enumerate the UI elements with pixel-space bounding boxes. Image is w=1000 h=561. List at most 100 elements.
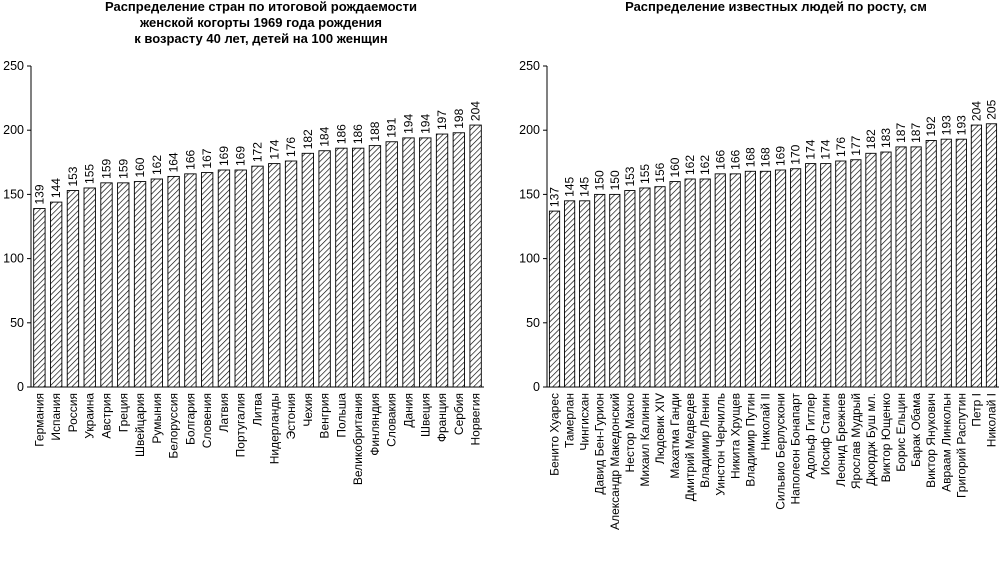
y-tick-label: 50 xyxy=(10,316,24,330)
category-label: Польша xyxy=(334,393,348,438)
category-label: Болгария xyxy=(183,393,197,445)
bar-value-label: 169 xyxy=(234,146,248,166)
category-label: Норвегия xyxy=(469,393,483,446)
bar xyxy=(50,201,63,388)
bar-value-label: 193 xyxy=(954,115,968,135)
category-label: Финляндия xyxy=(368,393,382,456)
category-label: Бенито Хуарес xyxy=(548,393,562,476)
bar-value-label: 194 xyxy=(418,114,432,134)
bar-value-label: 167 xyxy=(200,148,214,168)
y-tick-label: 200 xyxy=(3,123,24,137)
category-label: Нестор Махно xyxy=(623,393,637,473)
category-label: Чингисхан xyxy=(578,393,592,451)
bar xyxy=(419,137,432,388)
category-label: Махатма Ганди xyxy=(668,393,682,479)
category-label: Литва xyxy=(251,393,265,426)
y-tick-label: 0 xyxy=(533,380,540,394)
category-label: Дания xyxy=(402,393,416,428)
bar xyxy=(234,169,247,388)
y-tick-label: 250 xyxy=(519,59,540,73)
bar xyxy=(301,152,314,388)
category-label: Румыния xyxy=(150,393,164,444)
category-label: Латвия xyxy=(217,393,231,432)
bar xyxy=(729,173,741,388)
bar-value-label: 160 xyxy=(133,157,147,177)
bar-value-label: 166 xyxy=(183,150,197,170)
bar xyxy=(835,160,847,388)
bar xyxy=(654,186,666,388)
bar-value-label: 188 xyxy=(368,121,382,141)
category-label: Виктор Ющенко xyxy=(879,393,893,483)
category-label: Владимир Ленин xyxy=(698,393,712,488)
category-label: Людовик XIV xyxy=(653,393,667,464)
bar xyxy=(150,178,163,388)
category-label: Белоруссия xyxy=(167,393,181,459)
bar xyxy=(820,163,832,388)
category-label: Виктор Янукович xyxy=(924,393,938,488)
bar-value-label: 172 xyxy=(251,142,265,162)
bar-value-label: 168 xyxy=(758,147,772,167)
bar-value-label: 191 xyxy=(385,117,399,137)
bar xyxy=(744,170,756,388)
category-label: Тамерлан xyxy=(563,393,577,448)
bar xyxy=(865,152,877,388)
bar-value-label: 205 xyxy=(984,99,998,119)
bar xyxy=(201,172,214,388)
bar xyxy=(579,200,591,388)
bar-value-label: 159 xyxy=(116,158,130,178)
bar xyxy=(268,163,281,388)
bar-value-label: 169 xyxy=(217,146,231,166)
bar-value-label: 139 xyxy=(32,184,46,204)
bar-value-label: 168 xyxy=(743,147,757,167)
chart-heights: Распределение известных людей по росту, … xyxy=(519,0,999,530)
category-label: Великобритания xyxy=(351,393,365,485)
category-label: Сербия xyxy=(452,393,466,435)
bar-value-label: 183 xyxy=(879,128,893,148)
bar-value-label: 166 xyxy=(728,150,742,170)
bar-value-label: 164 xyxy=(167,152,181,172)
bar-value-label: 187 xyxy=(909,123,923,143)
category-label: Наполеон Бонапарт xyxy=(789,393,803,505)
bar-value-label: 145 xyxy=(578,176,592,196)
bar xyxy=(790,168,802,388)
category-label: Никита Хрущев xyxy=(728,393,742,479)
category-label: Эстония xyxy=(284,393,298,440)
bar xyxy=(133,181,147,388)
bar-value-label: 174 xyxy=(804,139,818,159)
y-tick-label: 200 xyxy=(519,123,540,137)
category-label: Михаил Калинин xyxy=(638,393,652,487)
category-label: Венгрия xyxy=(318,393,332,439)
category-label: Сильвио Берлускони xyxy=(774,393,788,510)
bar xyxy=(669,181,681,388)
category-label: Германия xyxy=(32,393,46,447)
bar-value-label: 176 xyxy=(284,137,298,157)
bar-value-label: 177 xyxy=(849,135,863,155)
bar xyxy=(83,187,96,388)
category-label: Петр I xyxy=(969,393,983,427)
bar xyxy=(985,123,998,388)
category-label: Джордж Буш мл. xyxy=(864,393,878,486)
bar-value-label: 162 xyxy=(698,155,712,175)
bar xyxy=(639,187,651,388)
category-label: Испания xyxy=(49,393,63,441)
bar xyxy=(564,200,576,388)
bar xyxy=(452,132,465,388)
bar xyxy=(910,146,922,388)
bar xyxy=(955,138,967,388)
category-label: Ярослав Мудрый xyxy=(849,393,863,489)
y-tick-label: 100 xyxy=(519,252,540,266)
category-label: Франция xyxy=(435,393,449,442)
bar xyxy=(699,178,711,388)
bar-value-label: 156 xyxy=(653,162,667,182)
bar xyxy=(284,160,298,388)
bar xyxy=(594,193,606,388)
bar xyxy=(184,173,197,388)
bar-value-label: 176 xyxy=(834,137,848,157)
bar xyxy=(335,147,348,388)
category-label: Швейцария xyxy=(133,393,147,457)
bar xyxy=(352,147,365,388)
bar-value-label: 193 xyxy=(939,115,953,135)
bar-value-label: 150 xyxy=(608,170,622,190)
bar-value-label: 145 xyxy=(563,176,577,196)
bar-value-label: 197 xyxy=(435,110,449,130)
